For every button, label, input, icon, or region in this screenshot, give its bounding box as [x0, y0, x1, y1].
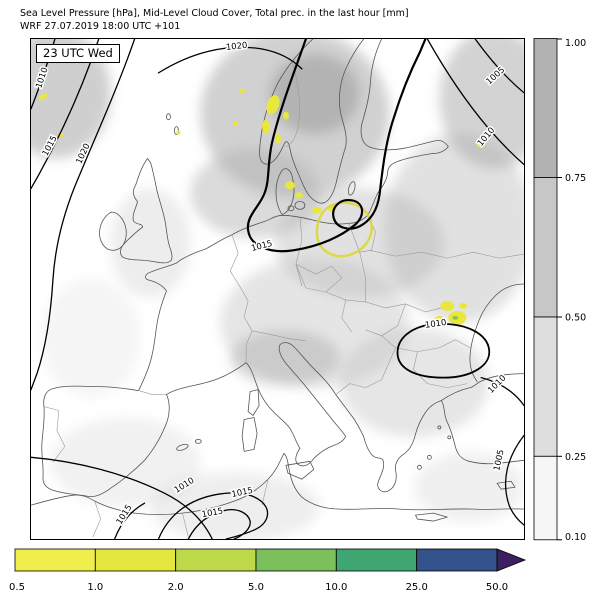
cloud-colorbar-ticks — [557, 38, 562, 541]
cloud-tick-label: 0.50 — [565, 313, 586, 324]
coastlines — [31, 39, 524, 522]
precip-tick-label: 0.5 — [9, 582, 25, 593]
isobar-1020-west — [31, 39, 136, 391]
cloud-colorbar-segment — [533, 316, 558, 457]
isobar-1015-south-c — [114, 502, 146, 539]
precip-colorbar-segment — [14, 548, 96, 572]
cloud-tick-label: 1.00 — [565, 38, 586, 49]
map-title: Sea Level Pressure [hPa], Mid-Level Clou… — [20, 8, 409, 19]
isobar-1005-se — [504, 434, 524, 526]
precip-colorbar-segment — [175, 548, 257, 572]
precip-tick-label: 10.0 — [325, 582, 347, 593]
precip-tick-label: 25.0 — [406, 582, 428, 593]
precip-tick-label: 50.0 — [486, 582, 508, 593]
coast-greece-turkey — [363, 400, 524, 493]
coast-italy — [245, 342, 365, 467]
isobar-1005-ne — [474, 39, 524, 94]
isobar-1010-romania — [396, 322, 491, 379]
cloud-tick-label: 0.25 — [565, 452, 586, 463]
precip-colorbar-segment — [255, 548, 337, 572]
cloud-cover-colorbar: 1.00 0.75 0.50 0.25 0.10 — [533, 38, 586, 541]
precip-colorbar-segment — [94, 548, 177, 572]
coast-ireland — [99, 211, 127, 251]
pressure-contours — [31, 39, 524, 539]
country-borders — [43, 60, 524, 538]
cloud-tick-label: 0.75 — [565, 173, 586, 184]
coast-west-europe — [41, 214, 283, 498]
coast-denmark — [275, 168, 295, 215]
cloud-cover-layer — [31, 39, 524, 539]
isobar-1020-top — [157, 46, 303, 74]
isobar-1015-scandinavia — [246, 39, 427, 253]
coast-great-britain — [120, 158, 173, 264]
isobar-1010-south — [31, 456, 213, 539]
europe-weather-map: 1010 1015 1020 1020 1005 1010 1015 1010 … — [31, 39, 524, 539]
precip-tick-label: 5.0 — [248, 582, 264, 593]
model-run-info: WRF 27.07.2019 18:00 UTC +101 — [20, 21, 181, 33]
header: Sea Level Pressure [hPa], Mid-Level Clou… — [20, 7, 409, 34]
precip-colorbar-segment — [335, 548, 417, 572]
precip-tick-label: 1.0 — [87, 582, 103, 593]
coast-marmara — [440, 373, 524, 401]
precip-colorbar-segments — [14, 548, 527, 572]
map-frame: 1010 1015 1020 1020 1005 1010 1015 1010 … — [30, 38, 525, 540]
coast-baltic-east — [281, 39, 449, 225]
cloud-colorbar-segment — [533, 38, 558, 178]
timestamp-label: 23 UTC Wed — [36, 44, 120, 63]
coast-north-africa — [31, 452, 524, 515]
isobar-label: 1010 — [424, 317, 447, 330]
cloud-colorbar-segments — [533, 38, 558, 541]
cloud-tick-label: 0.10 — [565, 532, 586, 541]
isobar-label: 1010 — [485, 373, 507, 395]
islands — [166, 113, 516, 522]
precip-colorbar-extend-arrow — [496, 548, 527, 572]
precipitation-layer — [38, 88, 486, 325]
cloud-colorbar-segment — [533, 455, 558, 541]
isobar-1010-ne — [426, 39, 524, 166]
precip-tick-label: 2.0 — [168, 582, 184, 593]
precip-colorbar-segment — [416, 548, 498, 572]
precipitation-colorbar: 0.5 1.0 2.0 5.0 10.0 25.0 50.0 — [9, 548, 527, 593]
cloud-colorbar-segment — [533, 177, 558, 318]
coast-black-sea — [469, 283, 524, 383]
isobar-1010-east — [480, 376, 524, 407]
coast-scandinavia — [259, 39, 365, 204]
isobar-1015-south-a — [157, 492, 269, 539]
isobar-label: 1020 — [225, 40, 247, 52]
isobar-1015-south-b — [187, 509, 251, 539]
